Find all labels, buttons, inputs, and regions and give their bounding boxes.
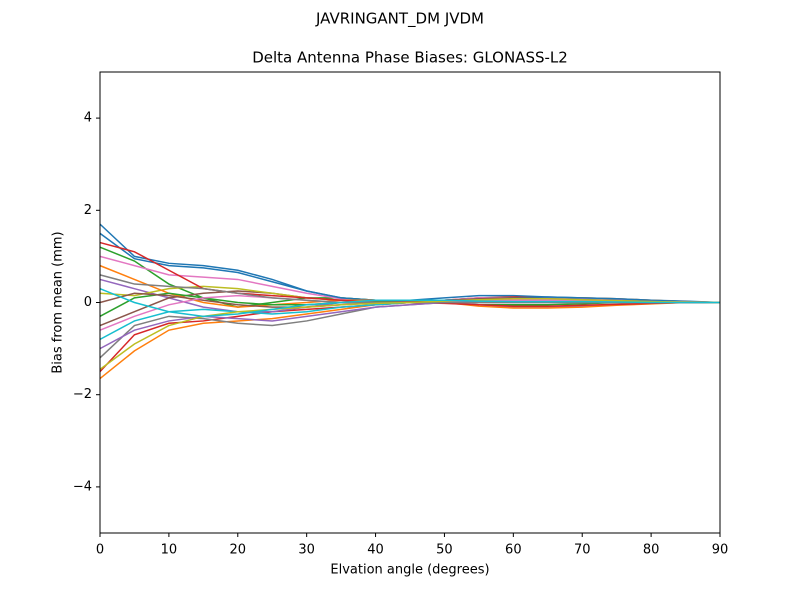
x-tick-label: 50 bbox=[436, 543, 453, 558]
y-tick-label: −4 bbox=[73, 479, 92, 494]
series-line bbox=[99, 278, 720, 313]
x-axis-label: Elvation angle (degrees) bbox=[330, 563, 489, 578]
x-tick-label: 30 bbox=[298, 543, 315, 558]
plot-area bbox=[99, 223, 721, 380]
series-line bbox=[99, 296, 721, 373]
x-tick-label: 10 bbox=[161, 543, 178, 558]
y-tick-label: 2 bbox=[84, 203, 92, 218]
y-tick-label: 4 bbox=[84, 111, 92, 126]
series-line bbox=[99, 232, 721, 304]
series-line bbox=[99, 223, 721, 304]
x-tick-label: 80 bbox=[643, 543, 660, 558]
x-tick-label: 20 bbox=[230, 543, 247, 558]
suptitle: JAVRINGANT_DM JVDM bbox=[315, 10, 484, 29]
x-tick-label: 90 bbox=[712, 543, 729, 558]
y-axis-label: Bias from mean (mm) bbox=[51, 231, 66, 373]
series-line bbox=[99, 287, 720, 318]
chart-title: Delta Antenna Phase Biases: GLONASS-L2 bbox=[252, 49, 568, 67]
x-tick-label: 0 bbox=[96, 543, 104, 558]
y-tick-label: −2 bbox=[73, 387, 92, 402]
x-tick-label: 40 bbox=[367, 543, 384, 558]
series-line bbox=[99, 299, 721, 350]
series-line bbox=[99, 255, 721, 304]
x-tick-label: 70 bbox=[574, 543, 591, 558]
x-tick-label: 60 bbox=[505, 543, 522, 558]
y-tick-label: 0 bbox=[84, 295, 92, 310]
